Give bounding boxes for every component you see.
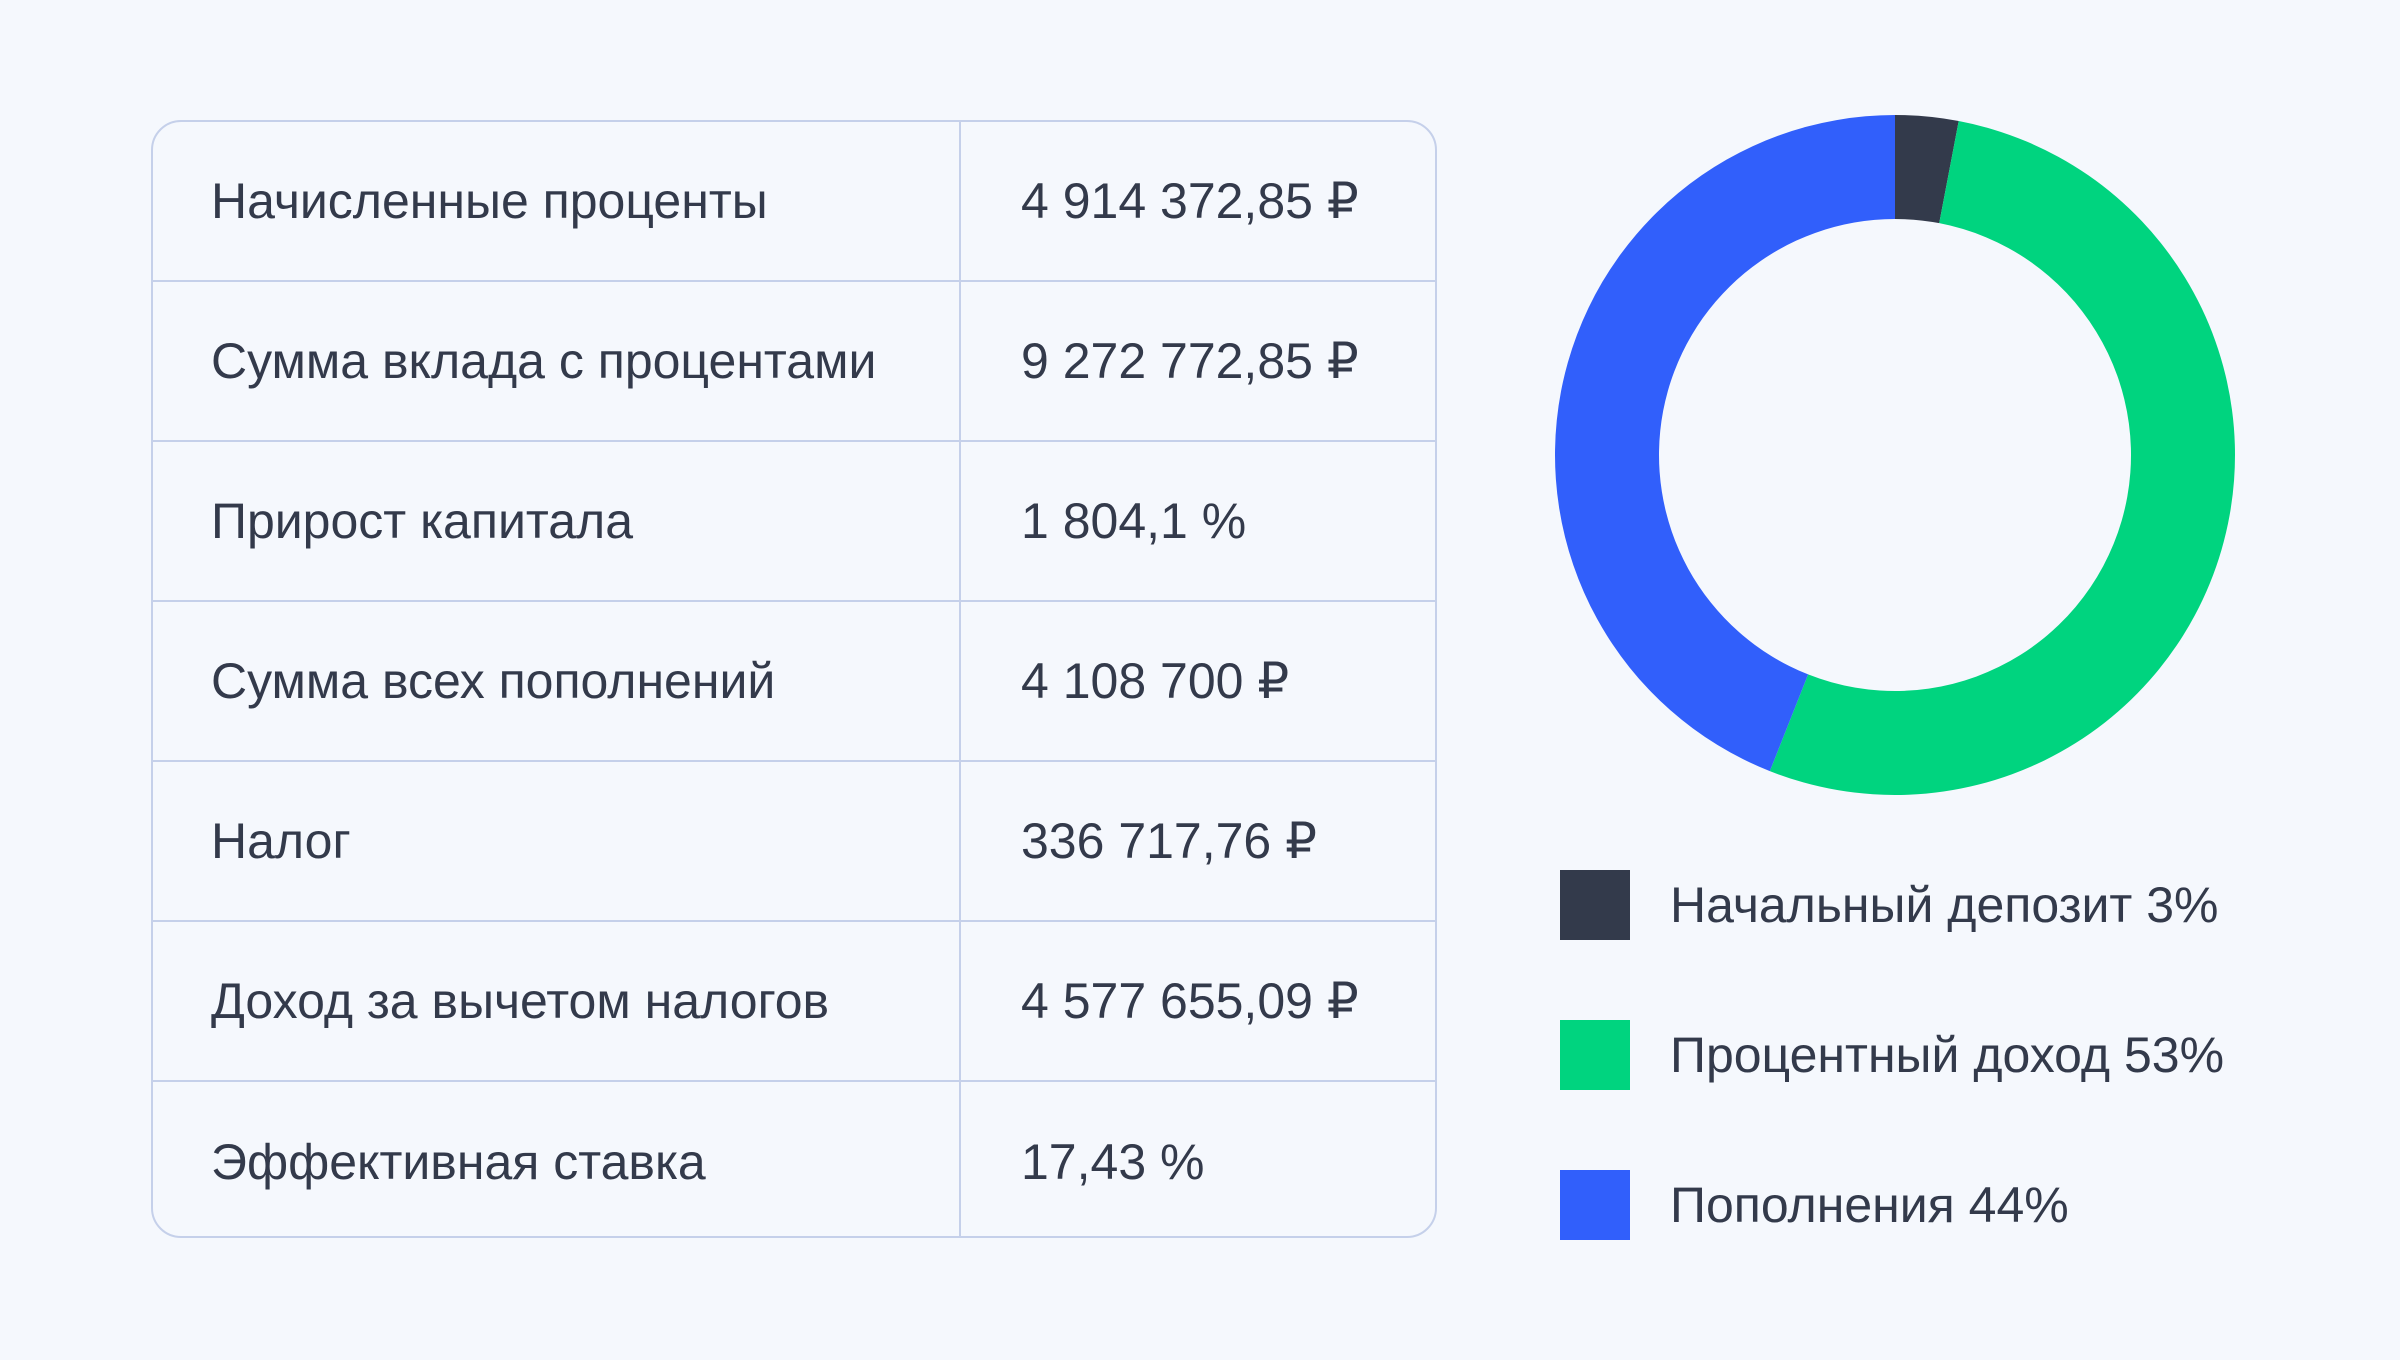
table-row: Прирост капитала 1 804,1 %	[153, 442, 1435, 602]
legend-item-top-ups: Пополнения 44%	[1560, 1170, 2360, 1240]
results-table: Начисленные проценты 4 914 372,85 ₽ Сумм…	[151, 120, 1437, 1238]
donut-chart	[1554, 115, 2235, 795]
row-label: Доход за вычетом налогов	[153, 922, 961, 1080]
table-row: Доход за вычетом налогов 4 577 655,09 ₽	[153, 922, 1435, 1082]
slice-interest-income	[1769, 121, 2235, 795]
row-label: Сумма вклада с процентами	[153, 282, 961, 440]
row-value: 4 577 655,09 ₽	[1021, 973, 1359, 1029]
legend-swatch	[1560, 1170, 1630, 1240]
table-row: Начисленные проценты 4 914 372,85 ₽	[153, 122, 1435, 282]
row-label: Эффективная ставка	[153, 1082, 961, 1236]
slice-initial-deposit	[1895, 115, 1959, 224]
row-value: 17,43 %	[1021, 1134, 1205, 1190]
legend-item-initial-deposit: Начальный депозит 3%	[1560, 870, 2360, 940]
table-row: Эффективная ставка 17,43 %	[153, 1082, 1435, 1236]
legend-swatch	[1560, 870, 1630, 940]
legend-item-interest-income: Процентный доход 53%	[1560, 1020, 2360, 1090]
table-row: Налог 336 717,76 ₽	[153, 762, 1435, 922]
legend-label: Пополнения 44%	[1670, 1177, 2069, 1233]
row-value: 336 717,76 ₽	[1021, 813, 1317, 869]
legend-label: Начальный депозит 3%	[1670, 877, 2219, 933]
table-row: Сумма вклада с процентами 9 272 772,85 ₽	[153, 282, 1435, 442]
row-value: 9 272 772,85 ₽	[1021, 333, 1359, 389]
donut-chart-svg	[1554, 115, 2235, 795]
row-value: 4 914 372,85 ₽	[1021, 173, 1359, 229]
row-label: Прирост капитала	[153, 442, 961, 600]
row-value: 1 804,1 %	[1021, 493, 1247, 549]
row-label: Налог	[153, 762, 961, 920]
table-row: Сумма всех пополнений 4 108 700 ₽	[153, 602, 1435, 762]
legend-label: Процентный доход 53%	[1670, 1027, 2225, 1083]
legend-swatch	[1560, 1020, 1630, 1090]
row-value: 4 108 700 ₽	[1021, 653, 1290, 709]
chart-legend: Начальный депозит 3% Процентный доход 53…	[1560, 870, 2360, 1320]
row-label: Начисленные проценты	[153, 122, 961, 280]
row-label: Сумма всех пополнений	[153, 602, 961, 760]
slice-top-ups	[1554, 115, 1895, 772]
